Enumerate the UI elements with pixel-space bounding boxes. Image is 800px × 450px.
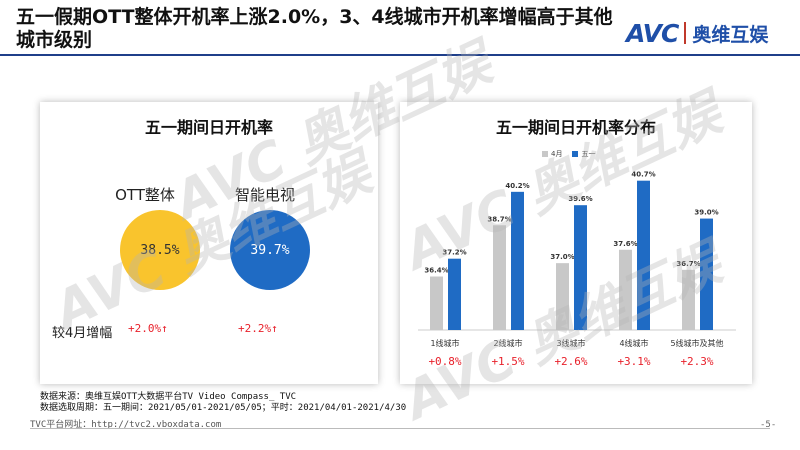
legend-item-april: 4月 — [542, 149, 562, 159]
bar-mayday-4 — [700, 218, 713, 330]
bar-april-0 — [430, 276, 443, 330]
bar-mayday-0 — [448, 258, 461, 330]
bar-april-3 — [619, 249, 632, 330]
logo-cn-text: 奥维互娱 — [692, 23, 769, 46]
category-label-2: 3线城市 — [556, 338, 585, 348]
bar-mayday-1 — [511, 191, 524, 330]
growth-label-3: +3.1% — [617, 355, 650, 368]
growth-label-0: +0.8% — [428, 355, 461, 368]
bar-label-april-3: 37.6% — [613, 240, 637, 248]
legend-item-mayday: 五一 — [572, 149, 595, 159]
bar-label-april-2: 37.0% — [550, 253, 574, 261]
footer-source: 数据来源：奥维互娱OTT大数据平台TV Video Compass_ TVC — [40, 392, 297, 402]
chart-title: 五一期间日开机率分布 — [495, 118, 656, 137]
bar-label-april-0: 36.4% — [424, 267, 448, 275]
footer-url: TVC平台网址：http://tvc2.vboxdata.com — [30, 420, 222, 430]
bar-label-mayday-0: 37.2% — [442, 249, 466, 257]
bar-mayday-3 — [637, 180, 650, 330]
growth-label: 较4月增幅 — [52, 326, 113, 341]
ott-rate-circle: 38.5% — [120, 210, 200, 290]
footer-rule — [30, 428, 770, 429]
footer-period: 数据选取周期：五一期间：2021/05/01-2021/05/05；平时：202… — [40, 403, 407, 413]
legend-label-mayday: 五一 — [581, 150, 596, 158]
page-number: -5- — [760, 420, 777, 430]
category-label-3: 4线城市 — [619, 338, 648, 348]
ott-growth: +2.0%↑ — [128, 322, 168, 335]
brand-logo: AVC 奥维互娱 — [626, 18, 768, 48]
bar-mayday-2 — [574, 205, 587, 330]
smart-tv-growth: +2.2%↑ — [238, 322, 278, 335]
legend-swatch-mayday — [572, 151, 579, 157]
category-label-4: 5线城市及其他 — [670, 338, 723, 348]
legend-swatch-april — [542, 151, 548, 157]
logo-avc-text: AVC — [626, 18, 679, 48]
bar-label-april-1: 38.7% — [487, 215, 511, 223]
category-label-1: 2线城市 — [493, 338, 522, 348]
legend-label-april: 4月 — [551, 150, 563, 158]
bar-label-mayday-4: 39.0% — [694, 209, 718, 217]
footer-notes: 数据来源：奥维互娱OTT大数据平台TV Video Compass_ TVC 数… — [40, 392, 406, 414]
ott-label: OTT整体 — [115, 186, 175, 204]
smart-tv-rate-value: 39.7% — [250, 242, 290, 258]
bar-april-2 — [556, 263, 569, 330]
smart-tv-rate-circle: 39.7% — [230, 210, 310, 290]
growth-label-1: +1.5% — [491, 355, 524, 368]
logo-divider — [684, 22, 687, 44]
daily-rate-title: 五一期间日开机率 — [144, 118, 273, 137]
daily-rate-panel: 五一期间日开机率 OTT整体 38.5% 智能电视 39.7% 较4月增幅 +2… — [40, 102, 378, 384]
growth-label-4: +2.3% — [680, 355, 713, 368]
smart-tv-label: 智能电视 — [234, 186, 295, 204]
category-label-0: 1线城市 — [430, 338, 459, 348]
bar-april-1 — [493, 225, 506, 330]
distribution-panel: 五一期间日开机率分布 4月 五一 36.4% 37.2% 1线城市 +0.8% 38.7… — [400, 102, 752, 384]
bar-label-mayday-3: 40.7% — [631, 171, 655, 179]
page-title: 五一假期OTT整体开机率上涨2.0%，3、4线城市开机率增幅高于其他城市级别 — [16, 6, 613, 51]
bar-chart: 36.4% 37.2% 1线城市 +0.8% 38.7% 40.2% 2线城市 +1.5% 37… — [418, 171, 736, 368]
chart-legend: 4月 五一 — [542, 149, 595, 159]
bar-label-mayday-1: 40.2% — [505, 182, 529, 190]
ott-rate-value: 38.5% — [140, 242, 180, 258]
bar-april-4 — [682, 269, 695, 330]
bar-label-april-4: 36.7% — [676, 260, 700, 268]
bar-label-mayday-2: 39.6% — [568, 195, 592, 203]
title-rule — [0, 54, 800, 56]
growth-label-2: +2.6% — [554, 355, 587, 368]
